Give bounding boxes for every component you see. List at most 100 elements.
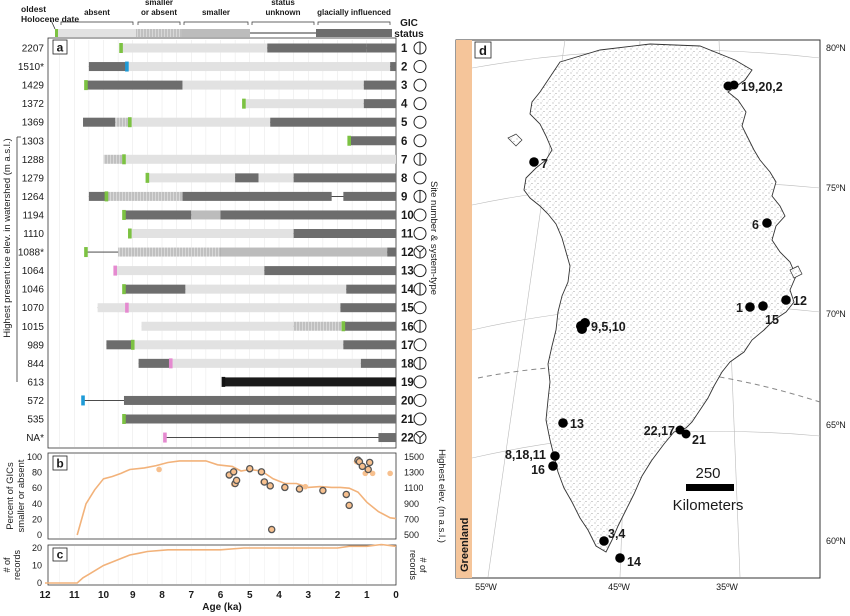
segment-absent <box>123 154 396 164</box>
segment-smaller_or_absent <box>103 154 124 164</box>
percent-smaller-line <box>76 460 397 536</box>
legend-oldest-marker <box>55 29 59 37</box>
elevation-label: 1510* <box>18 62 44 73</box>
oldest-date-marker <box>145 172 150 183</box>
site-dot-6 <box>762 218 772 228</box>
legend-glacial-swatch <box>316 29 392 37</box>
ytick-label-right: 500 <box>404 530 419 540</box>
oldest-date-marker <box>119 43 123 53</box>
ytick-label: 20 <box>32 514 42 524</box>
xtick-label: 0 <box>393 590 399 601</box>
oldest-date-marker <box>122 284 126 295</box>
site-number: 6 <box>401 136 407 148</box>
oldest-date-marker <box>163 432 167 443</box>
elevation-label: 1303 <box>22 136 45 147</box>
site-number: 14 <box>401 284 414 296</box>
oldest-date-marker <box>128 228 132 239</box>
greenland-side-label: Greenland <box>459 518 471 572</box>
legend-label-4: glacially influenced <box>317 8 391 17</box>
elevation-point-open <box>245 464 254 473</box>
ytick-label: 10 <box>32 561 42 571</box>
panel-b-ylabel-right: Highest elev. (m a.s.l.) <box>436 449 447 543</box>
segment-glacial <box>220 210 396 220</box>
segment-glacial <box>264 266 396 276</box>
panel-b-ylabel: Percent of GICssmaller or absent <box>5 459 27 532</box>
site-number: 9 <box>401 191 407 203</box>
segment-absent <box>170 358 361 368</box>
legend-smaller-bracket <box>183 21 249 25</box>
xtick-label: 3 <box>305 590 311 601</box>
map-site-label: 7 <box>541 157 548 171</box>
ytick-label: 80 <box>32 468 42 478</box>
xtick-label: 8 <box>159 590 165 601</box>
site-number: 21 <box>401 414 414 426</box>
system-type-circle <box>413 115 427 129</box>
ytick-label-right: 1100 <box>404 483 423 493</box>
segment-glacial <box>390 62 396 72</box>
segment-glacial <box>182 191 332 201</box>
system-type-circle <box>413 134 427 148</box>
elevation-label: 1088* <box>18 248 44 259</box>
ytick-label: 0 <box>37 578 42 588</box>
elevation-label: 1264 <box>22 192 45 203</box>
segment-smaller <box>191 210 221 220</box>
panel-b-plot <box>76 456 397 536</box>
elevation-label: 613 <box>27 377 44 388</box>
segment-glacial <box>349 136 396 146</box>
segment-absent <box>126 303 341 313</box>
site-number: 3 <box>401 80 407 92</box>
site-number: 15 <box>401 303 414 315</box>
longitude-label: 45ºW <box>608 582 630 592</box>
ytick-label: 20 <box>32 543 42 553</box>
map-site-label: 19,20,2 <box>741 80 783 94</box>
site-row-22: NA* 22 <box>26 431 427 445</box>
age-axis-ticks: 12 11 10 9 8 7 6 5 4 3 2 1 0 <box>39 590 399 601</box>
xtick-label: 5 <box>247 590 253 601</box>
oldest-date-marker <box>125 61 129 72</box>
site-row-6: 1303 6 <box>22 134 427 148</box>
map-site-label: 15 <box>765 313 779 327</box>
gic-status-label: GIC status <box>394 18 424 40</box>
map-site-dots <box>529 80 791 563</box>
segment-glacial <box>378 433 396 443</box>
legend-smaller-or-absent-bracket <box>137 21 181 25</box>
elevation-point-open <box>260 478 269 486</box>
map-site-label: 22,17 <box>644 424 675 438</box>
xtick-label: 7 <box>188 590 194 601</box>
site-dot-15 <box>758 301 768 311</box>
site-row-12: 1088* 12 <box>18 245 427 259</box>
elevation-point-open <box>267 525 276 534</box>
legend-label-1: smaller or absent <box>141 0 177 17</box>
segment-glacial <box>138 358 171 368</box>
elevation-label: 2207 <box>22 44 45 55</box>
record-count-line <box>45 543 397 584</box>
scale-bar-value: 250 <box>695 465 720 482</box>
panel-d-label-box <box>474 41 492 59</box>
elevation-label: 844 <box>27 359 44 370</box>
segment-glacial <box>106 340 133 350</box>
site-dot-7 <box>529 157 539 167</box>
map-site-label: 6 <box>752 218 759 232</box>
panel-c-ylabel-right: # ofrecords <box>408 550 428 581</box>
ytick-label-right: 1500 <box>404 452 424 462</box>
elevation-label: 1288 <box>22 155 45 166</box>
segment-glacial <box>343 340 396 350</box>
segment-absent <box>182 80 364 90</box>
segment-glacial <box>85 80 183 90</box>
site-dot-16 <box>548 461 558 471</box>
segment-absent <box>258 173 294 183</box>
segment-absent <box>141 321 294 331</box>
segment-glacial <box>293 173 396 183</box>
xtick-label: 1 <box>364 590 370 601</box>
ytick-label: 0 <box>37 530 42 540</box>
elevation-label: 572 <box>27 396 44 407</box>
oldest-date-marker <box>125 302 129 313</box>
oldest-date-marker <box>84 80 88 91</box>
oldest-date-marker <box>84 247 88 258</box>
panel-b-label: b <box>56 457 63 471</box>
segment-absent <box>129 229 294 238</box>
elevation-label: 1369 <box>22 118 45 129</box>
panel-c-yticks: 0 10 20 <box>32 543 42 588</box>
ytick-label: 40 <box>32 499 42 509</box>
segment-absent <box>243 99 364 109</box>
